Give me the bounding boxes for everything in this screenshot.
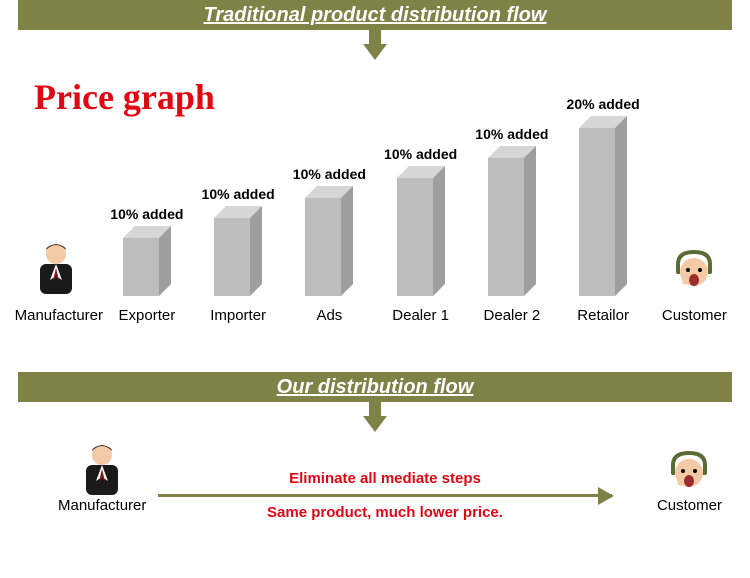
- chart-column: 10% added: [288, 166, 370, 296]
- flow-arrow: [158, 494, 612, 497]
- manufacturer-node: Manufacturer: [58, 437, 146, 514]
- added-label: 10% added: [384, 146, 457, 162]
- x-axis-label: Retailor: [562, 307, 644, 324]
- manufacturer-icon-slot: [30, 236, 82, 296]
- price-bar: [579, 116, 627, 296]
- price-bar: [397, 166, 445, 296]
- price-chart: 10% added 10% added 10% added 10% added 10% …: [0, 60, 750, 320]
- chart-column: 10% added: [197, 186, 279, 296]
- x-axis-label: Importer: [197, 307, 279, 324]
- x-axis-label: Customer: [653, 307, 735, 324]
- price-bar: [214, 206, 262, 296]
- manufacturer-label: Manufacturer: [58, 497, 146, 514]
- bottom-banner: Our distribution flow: [18, 372, 732, 402]
- chart-column: [653, 236, 735, 296]
- chart-column: [15, 236, 97, 296]
- manufacturer-icon: [76, 441, 128, 497]
- chart-column: 20% added: [562, 96, 644, 296]
- price-bar: [123, 226, 171, 296]
- x-axis-label: Dealer 1: [380, 307, 462, 324]
- chart-column: 10% added: [106, 206, 188, 296]
- top-arrow: [0, 30, 750, 60]
- x-axis-label: Ads: [288, 307, 370, 324]
- customer-label: Customer: [657, 497, 722, 514]
- customer-node: Customer: [657, 437, 722, 514]
- customer-icon: [663, 445, 715, 497]
- price-bar: [488, 146, 536, 296]
- chart-column: 10% added: [380, 146, 462, 296]
- message-lower-price: Same product, much lower price.: [158, 504, 612, 521]
- added-label: 20% added: [567, 96, 640, 112]
- customer-icon: [668, 244, 720, 296]
- message-eliminate: Eliminate all mediate steps: [158, 470, 612, 487]
- customer-icon-slot: [668, 236, 720, 296]
- x-axis-label: Exporter: [106, 307, 188, 324]
- price-bar: [305, 186, 353, 296]
- our-flow-section: Our distribution flow Manufacturer Elimi…: [0, 372, 750, 572]
- added-label: 10% added: [202, 186, 275, 202]
- x-axis-label: Manufacturer: [15, 307, 97, 324]
- x-axis-label: Dealer 2: [471, 307, 553, 324]
- bottom-arrow: [0, 402, 750, 432]
- chart-column: 10% added: [471, 126, 553, 296]
- added-label: 10% added: [293, 166, 366, 182]
- added-label: 10% added: [110, 206, 183, 222]
- top-banner: Traditional product distribution flow: [18, 0, 732, 30]
- manufacturer-icon: [30, 240, 82, 296]
- added-label: 10% added: [475, 126, 548, 142]
